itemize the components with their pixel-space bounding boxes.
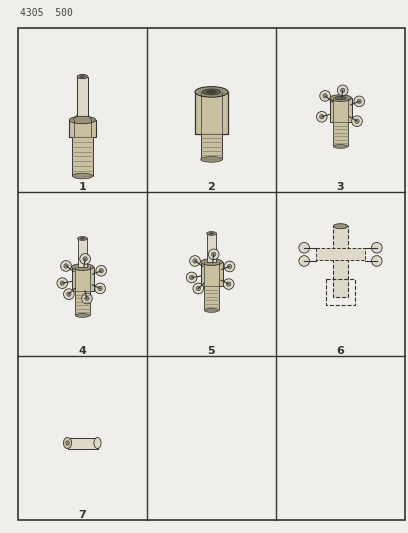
- Ellipse shape: [371, 256, 382, 266]
- Ellipse shape: [206, 231, 217, 236]
- Ellipse shape: [337, 85, 348, 96]
- Ellipse shape: [335, 96, 346, 100]
- Text: 2: 2: [208, 182, 215, 192]
- Ellipse shape: [190, 275, 194, 280]
- Bar: [204, 286, 219, 310]
- Text: 6: 6: [337, 346, 344, 356]
- Bar: [333, 226, 348, 296]
- Ellipse shape: [94, 438, 101, 448]
- Ellipse shape: [200, 259, 222, 265]
- Ellipse shape: [85, 296, 89, 301]
- Ellipse shape: [193, 283, 204, 294]
- Ellipse shape: [80, 238, 85, 239]
- Ellipse shape: [60, 281, 64, 285]
- Ellipse shape: [95, 283, 105, 294]
- Ellipse shape: [355, 119, 359, 123]
- Text: 4: 4: [79, 346, 86, 356]
- Ellipse shape: [64, 264, 68, 268]
- Ellipse shape: [82, 293, 92, 304]
- Text: 3: 3: [337, 182, 344, 192]
- Ellipse shape: [357, 99, 361, 103]
- Ellipse shape: [99, 269, 103, 273]
- Ellipse shape: [186, 272, 197, 283]
- Ellipse shape: [61, 261, 71, 271]
- Ellipse shape: [333, 224, 348, 229]
- Ellipse shape: [206, 90, 217, 94]
- Ellipse shape: [202, 89, 221, 95]
- Ellipse shape: [193, 259, 197, 263]
- Bar: [195, 92, 228, 134]
- Ellipse shape: [299, 243, 310, 253]
- Bar: [326, 279, 355, 305]
- Ellipse shape: [98, 286, 102, 290]
- Text: 7: 7: [79, 510, 86, 520]
- Bar: [78, 238, 87, 267]
- Ellipse shape: [371, 243, 382, 253]
- Bar: [201, 134, 222, 159]
- Bar: [77, 77, 88, 119]
- Ellipse shape: [320, 91, 330, 101]
- Ellipse shape: [354, 96, 364, 107]
- Ellipse shape: [208, 249, 219, 260]
- Bar: [206, 233, 217, 262]
- Text: 5: 5: [208, 346, 215, 356]
- Bar: [200, 262, 222, 286]
- Bar: [330, 98, 352, 122]
- Bar: [75, 291, 90, 316]
- Ellipse shape: [64, 289, 74, 300]
- Text: 1: 1: [79, 182, 86, 192]
- Ellipse shape: [299, 256, 310, 266]
- Ellipse shape: [77, 75, 88, 79]
- Ellipse shape: [67, 292, 71, 296]
- Ellipse shape: [83, 257, 87, 261]
- Ellipse shape: [196, 286, 200, 290]
- Ellipse shape: [204, 309, 219, 312]
- Ellipse shape: [63, 438, 72, 448]
- Ellipse shape: [211, 252, 216, 256]
- Ellipse shape: [57, 278, 68, 288]
- Ellipse shape: [319, 115, 324, 119]
- Bar: [69, 120, 96, 137]
- Ellipse shape: [66, 441, 69, 445]
- Ellipse shape: [73, 173, 93, 179]
- Ellipse shape: [209, 233, 214, 234]
- Ellipse shape: [333, 144, 348, 148]
- Ellipse shape: [223, 279, 234, 289]
- Ellipse shape: [190, 256, 200, 266]
- Ellipse shape: [227, 264, 232, 269]
- Bar: [333, 122, 348, 147]
- Ellipse shape: [352, 116, 362, 126]
- Bar: [71, 267, 93, 291]
- Ellipse shape: [226, 282, 231, 286]
- Ellipse shape: [80, 76, 85, 78]
- Ellipse shape: [75, 313, 90, 317]
- Ellipse shape: [341, 88, 345, 93]
- Ellipse shape: [323, 94, 327, 98]
- Text: 4305  500: 4305 500: [20, 8, 73, 18]
- Bar: [67, 438, 98, 448]
- Ellipse shape: [317, 111, 327, 122]
- Ellipse shape: [330, 95, 352, 101]
- Ellipse shape: [71, 264, 93, 270]
- Ellipse shape: [224, 261, 235, 272]
- Bar: [73, 137, 93, 176]
- Ellipse shape: [201, 157, 222, 162]
- Ellipse shape: [80, 254, 91, 264]
- Ellipse shape: [195, 87, 228, 97]
- Bar: [316, 248, 365, 261]
- Ellipse shape: [69, 116, 96, 124]
- Ellipse shape: [78, 237, 87, 240]
- Ellipse shape: [96, 265, 106, 276]
